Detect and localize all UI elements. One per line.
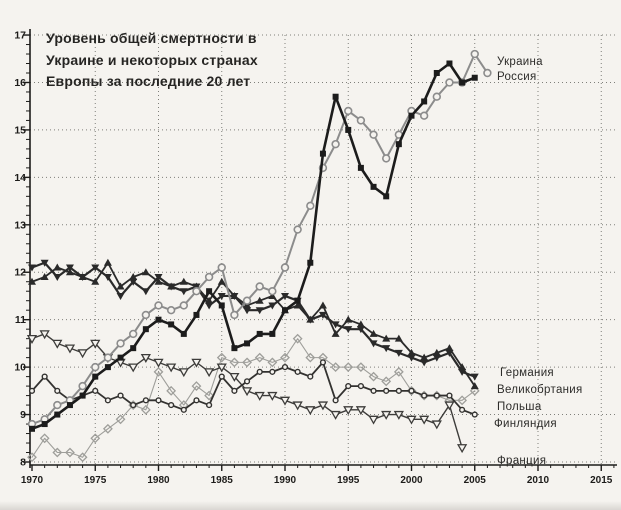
series-russia bbox=[29, 60, 478, 432]
svg-text:1975: 1975 bbox=[84, 475, 107, 486]
svg-text:14: 14 bbox=[14, 172, 26, 184]
series-france bbox=[26, 330, 468, 454]
svg-text:11: 11 bbox=[15, 314, 26, 326]
svg-text:8: 8 bbox=[20, 457, 26, 469]
svg-text:2015: 2015 bbox=[590, 475, 613, 486]
grid bbox=[30, 34, 615, 465]
svg-text:16: 16 bbox=[14, 77, 26, 89]
series-label-poland: Польша bbox=[497, 401, 542, 413]
axes bbox=[23, 29, 617, 471]
svg-text:13: 13 bbox=[14, 219, 26, 231]
svg-text:17: 17 bbox=[14, 30, 26, 42]
series-label-uk: Великобртания bbox=[497, 384, 583, 396]
svg-text:2010: 2010 bbox=[527, 475, 550, 486]
series-label-ukraine: Украина bbox=[497, 56, 543, 68]
svg-text:10: 10 bbox=[14, 362, 26, 374]
svg-text:12: 12 bbox=[14, 267, 26, 279]
chart-title-line-2: Украине и некоторых странах bbox=[46, 51, 258, 68]
svg-text:2005: 2005 bbox=[464, 475, 487, 486]
chart-title-line-3: Европы за последние 20 лет bbox=[46, 73, 251, 89]
svg-text:1990: 1990 bbox=[274, 475, 297, 486]
series-label-france: Франция bbox=[497, 455, 547, 467]
series-ukraine bbox=[27, 49, 492, 429]
svg-text:9: 9 bbox=[20, 409, 26, 421]
tick-labels: 8 9 10 11 12 13 14 15 16 17 1970 1975 1980 1985 1990 19… bbox=[14, 30, 612, 486]
chart-title: Уровень общей смертности в Украине и нек… bbox=[46, 28, 258, 93]
series-label-finland: Финляндия bbox=[494, 418, 557, 430]
svg-text:1985: 1985 bbox=[211, 475, 234, 486]
chart-title-line-1: Уровень общей смертности в bbox=[46, 30, 257, 46]
svg-text:1970: 1970 bbox=[21, 475, 44, 486]
svg-text:2000: 2000 bbox=[400, 475, 423, 486]
svg-text:1995: 1995 bbox=[337, 475, 360, 486]
series-label-russia: Россия bbox=[497, 71, 537, 83]
series-germany bbox=[28, 259, 479, 381]
series-label-germany: Германия bbox=[500, 367, 554, 379]
svg-text:1980: 1980 bbox=[147, 475, 170, 486]
svg-text:15: 15 bbox=[14, 124, 26, 136]
